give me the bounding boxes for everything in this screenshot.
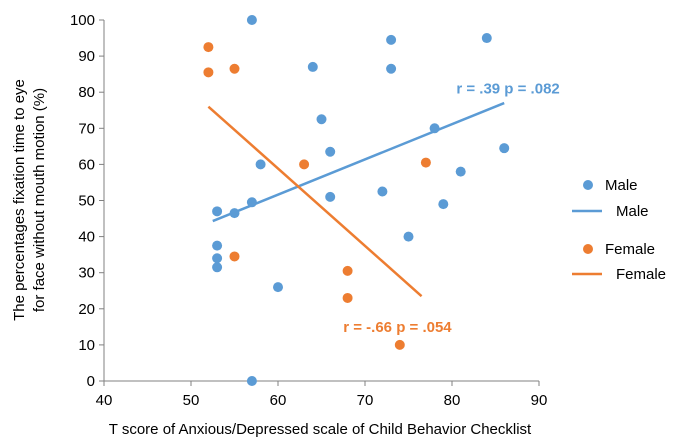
female-data-point <box>229 251 240 262</box>
y-tick-label: 100 <box>70 12 95 29</box>
legend-male-marker-label: Male <box>605 177 638 194</box>
y-axis-title-line-1: The percentages fixation time to eye <box>11 79 28 321</box>
x-axis-title: T score of Anxious/Depressed scale of Ch… <box>109 421 532 438</box>
y-axis-title: The percentages fixation time to eye for… <box>11 79 48 321</box>
female-data-point <box>203 42 214 53</box>
male-data-point <box>438 199 449 210</box>
male-correlation-annotation: r = .39 p = .082 <box>456 81 559 98</box>
male-data-point <box>212 262 223 273</box>
male-data-point <box>316 114 327 125</box>
x-tick-label: 80 <box>444 392 461 409</box>
female-data-point <box>229 63 240 74</box>
data-points <box>203 15 510 386</box>
male-data-point <box>246 376 257 386</box>
male-data-point <box>212 206 223 217</box>
male-trendline <box>212 101 505 223</box>
male-data-point <box>212 240 223 251</box>
male-data-point <box>386 63 397 74</box>
male-data-point <box>325 146 336 157</box>
female-data-point <box>394 339 405 350</box>
trendlines <box>207 101 505 298</box>
y-tick-label: 50 <box>78 193 95 210</box>
y-tick-label: 10 <box>78 337 95 354</box>
y-tick-label: 0 <box>87 373 95 390</box>
female-data-point <box>342 265 353 276</box>
axes: 0 10 20 30 40 50 60 70 80 90 100 40 50 60 70 80 90 <box>70 12 547 409</box>
male-data-point <box>229 208 240 219</box>
y-tick-label: 30 <box>78 265 95 282</box>
legend-male-marker <box>583 180 593 190</box>
y-tick-label: 90 <box>78 48 95 65</box>
male-data-point <box>403 231 414 242</box>
x-tick-label: 70 <box>357 392 374 409</box>
legend-male-line-label: Male <box>616 203 649 220</box>
male-data-point <box>246 15 257 25</box>
y-tick-label: 70 <box>78 120 95 137</box>
female-trendline <box>207 105 423 298</box>
male-data-point <box>377 186 388 197</box>
male-data-point <box>307 61 318 72</box>
y-tick-label: 20 <box>78 301 95 318</box>
male-data-point <box>273 282 283 293</box>
female-correlation-annotation: r = -.66 p = .054 <box>343 319 452 336</box>
y-tick-label: 80 <box>78 84 95 101</box>
male-data-point <box>246 197 257 208</box>
legend: Male Male Female Female <box>572 177 666 283</box>
male-data-point <box>481 33 492 44</box>
male-data-point <box>499 143 510 154</box>
annotations: r = .39 p = .082 r = -.66 p = .054 <box>343 81 560 336</box>
female-data-point <box>299 159 310 170</box>
y-axis-title-line-2: for face without mouth motion (%) <box>31 88 48 312</box>
legend-female-marker-label: Female <box>605 241 655 258</box>
male-data-point <box>212 253 223 264</box>
male-data-point <box>325 191 336 202</box>
legend-female-line-label: Female <box>616 266 666 283</box>
female-data-point <box>420 157 431 168</box>
legend-female-marker <box>583 244 593 254</box>
male-data-point <box>455 166 466 177</box>
x-tick-label: 60 <box>270 392 287 409</box>
male-data-point <box>255 159 266 170</box>
female-data-point <box>203 67 214 78</box>
x-tick-label: 50 <box>183 392 200 409</box>
x-tick-label: 90 <box>531 392 548 409</box>
y-tick-label: 60 <box>78 156 95 173</box>
male-data-point <box>429 123 440 134</box>
y-tick-label: 40 <box>78 229 95 246</box>
x-tick-label: 40 <box>96 392 113 409</box>
male-data-point <box>386 34 397 45</box>
female-data-point <box>342 292 353 303</box>
